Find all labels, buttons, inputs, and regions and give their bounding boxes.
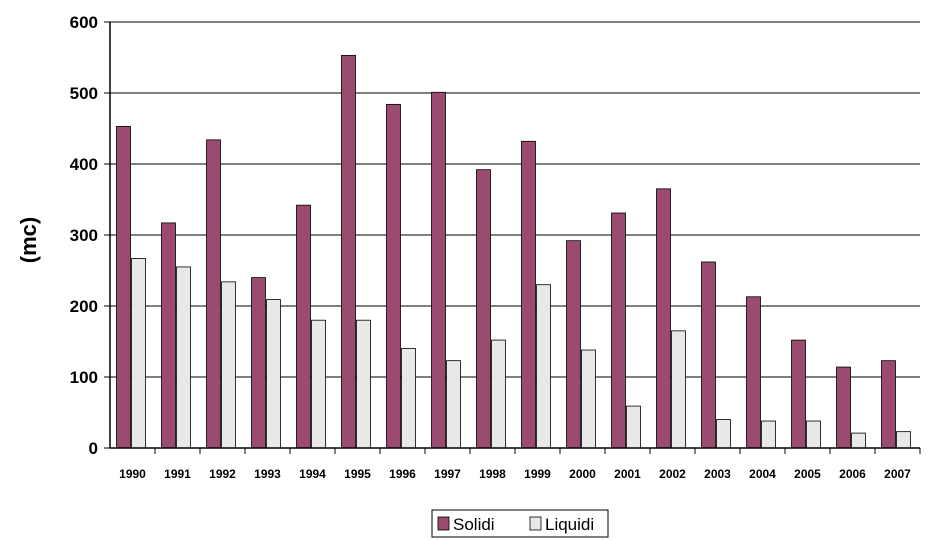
bar-solidi-2006 [836,366,851,449]
x-tick-label-2006: 2006 [839,467,866,481]
y-tick-label-100: 100 [70,368,98,387]
x-tick-label-1999: 1999 [524,467,551,481]
legend-label-liquidi: Liquidi [545,515,594,534]
y-tick-label-600: 600 [70,13,98,32]
bar-liquidi-2000 [581,349,596,449]
bar-liquidi-1998 [491,339,506,449]
bar-liquidi-2004 [761,420,776,449]
bar-liquidi-1990 [131,258,146,449]
y-tick-label-500: 500 [70,84,98,103]
bar-solidi-1997 [431,91,446,449]
x-tick-label-2001: 2001 [614,467,641,481]
bar-solidi-1999 [521,140,536,449]
legend-swatch-solidi [437,516,450,531]
bar-liquidi-1997 [446,360,461,449]
y-axis-label: (mc) [16,217,41,263]
x-tick-label-1996: 1996 [389,467,416,481]
bar-solidi-2004 [746,296,761,449]
bar-solidi-2007 [881,360,896,449]
x-tick-label-1995: 1995 [344,467,371,481]
y-tick-label-400: 400 [70,155,98,174]
bar-solidi-2001 [611,212,626,449]
x-tick-label-2000: 2000 [569,467,596,481]
x-tick-label-1998: 1998 [479,467,506,481]
bar-liquidi-2003 [716,419,731,449]
bar-solidi-2002 [656,188,671,449]
bar-liquidi-2005 [806,420,821,449]
x-tick-label-1990: 1990 [119,467,146,481]
x-tick-label-1991: 1991 [164,467,191,481]
y-tick-label-0: 0 [89,439,98,458]
bar-solidi-1996 [386,103,401,449]
bar-liquidi-1996 [401,348,416,449]
bar-liquidi-2007 [896,431,911,449]
y-tick-label-300: 300 [70,226,98,245]
x-tick-label-2002: 2002 [659,467,686,481]
bar-solidi-1998 [476,169,491,449]
x-tick-label-2005: 2005 [794,467,821,481]
x-tick-label-1997: 1997 [434,467,461,481]
y-axis-ticks: 0 100 200 300 400 500 600 [70,13,110,458]
x-tick-label-1992: 1992 [209,467,236,481]
bar-liquidi-1999 [536,284,551,449]
bar-liquidi-1993 [266,299,281,449]
x-tick-label-1994: 1994 [299,467,326,481]
bar-solidi-2003 [701,261,716,449]
x-axis-ticks: 1990 1991 1992 1993 1994 1995 1996 1997 1998 1999… [119,448,921,481]
x-tick-label-2003: 2003 [704,467,731,481]
gridlines [110,21,920,378]
bar-solidi-1993 [251,277,266,449]
x-tick-label-2007: 2007 [884,467,911,481]
legend-label-solidi: Solidi [453,515,495,534]
bar-liquidi-2001 [626,405,641,449]
bar-liquidi-1995 [356,319,371,449]
bar-liquidi-1992 [221,281,236,449]
bar-liquidi-2006 [851,432,866,449]
legend: Solidi Liquidi [431,509,609,538]
bar-solidi-1995 [341,54,356,449]
bar-liquidi-2002 [671,330,686,449]
bar-liquidi-1994 [311,319,326,449]
bar-solidi-2005 [791,339,806,449]
bar-solidi-1994 [296,204,311,449]
x-tick-label-1993: 1993 [254,467,281,481]
bar-liquidi-1991 [176,266,191,449]
x-tick-label-2004: 2004 [749,467,776,481]
bar-solidi-1992 [206,139,221,449]
legend-box [431,509,609,538]
bar-solidi-1990 [116,125,131,449]
bars [116,54,911,449]
bar-solidi-2000 [566,240,581,449]
legend-swatch-liquidi [529,516,542,531]
bar-solidi-1991 [161,222,176,449]
y-tick-label-200: 200 [70,297,98,316]
